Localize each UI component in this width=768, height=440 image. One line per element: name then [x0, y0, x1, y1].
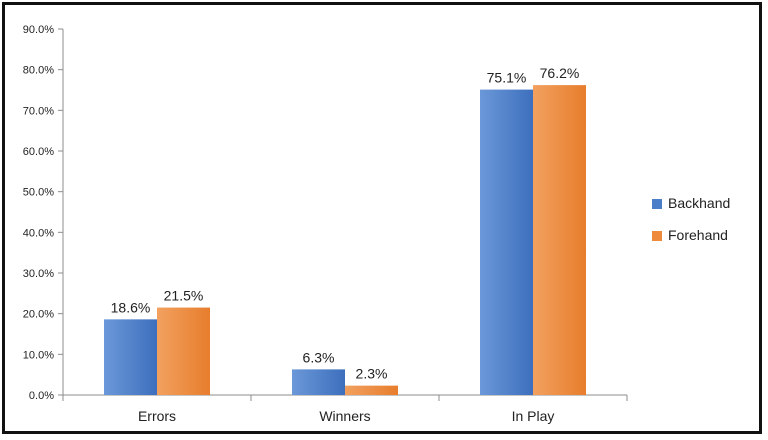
bar-backhand-winners	[292, 369, 345, 395]
bar-forehand-errors	[157, 307, 210, 395]
data-label: 76.2%	[540, 65, 580, 81]
bar-forehand-in-play	[533, 85, 586, 396]
x-tick-label: Winners	[319, 408, 370, 424]
y-tick-label: 20.0%	[23, 309, 54, 321]
bar-backhand-in-play	[480, 89, 533, 396]
y-tick-label: 60.0%	[23, 146, 54, 158]
legend-label-forehand: Forehand	[668, 227, 728, 243]
data-label: 75.1%	[487, 70, 527, 86]
y-tick-label: 50.0%	[23, 187, 54, 199]
y-tick-label: 90.0%	[23, 24, 54, 36]
y-tick-label: 80.0%	[23, 65, 54, 77]
chart-frame: 0.0% 10.0% 20.0% 30.0% 40.0% 50.0% 60.0% 70.0% 8…	[2, 2, 762, 434]
legend: Backhand Forehand	[652, 195, 730, 243]
bars	[104, 85, 586, 396]
y-tick-label: 0.0%	[29, 390, 54, 402]
x-tick-label: Errors	[138, 408, 176, 424]
y-tick-label: 30.0%	[23, 268, 54, 280]
x-tick-label: In Play	[512, 408, 555, 424]
labels: Errors 18.6% 21.5% Winners 6.3% 2.3% In Play 75…	[111, 65, 580, 424]
bar-backhand-errors	[104, 319, 157, 395]
data-label: 6.3%	[303, 349, 335, 365]
data-label: 21.5%	[164, 288, 204, 304]
data-label: 18.6%	[111, 299, 151, 315]
y-tick-label: 40.0%	[23, 227, 54, 239]
bar-chart: 0.0% 10.0% 20.0% 30.0% 40.0% 50.0% 60.0% 70.0% 8…	[23, 24, 730, 424]
data-label: 2.3%	[356, 366, 388, 382]
bar-forehand-winners	[345, 385, 398, 395]
y-tick-label: 10.0%	[23, 349, 54, 361]
legend-label-backhand: Backhand	[668, 195, 730, 211]
legend-swatch-backhand	[652, 199, 662, 209]
y-tick-label: 70.0%	[23, 105, 54, 117]
legend-swatch-forehand	[652, 231, 662, 241]
